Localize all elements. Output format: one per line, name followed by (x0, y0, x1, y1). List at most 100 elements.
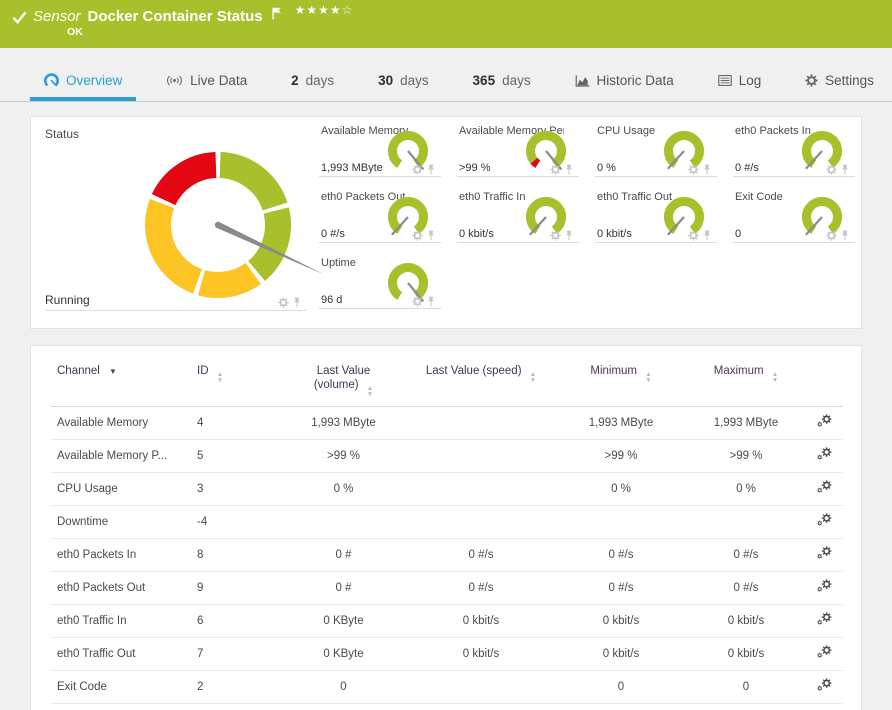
channel-settings-icon[interactable] (817, 513, 832, 528)
id-cell: 5 (197, 450, 204, 462)
gauge-cell-icons (412, 230, 435, 241)
column-header-minimum[interactable]: Minimum ▲ ▼ (590, 365, 652, 384)
channel-settings-icon[interactable] (817, 480, 832, 495)
pin-icon[interactable] (703, 230, 711, 241)
gauge-label: eth0 Traffic In (459, 191, 526, 203)
divider (457, 242, 579, 243)
tab-log[interactable]: Log (704, 62, 776, 101)
sort-both-icon: ▲ ▼ (771, 371, 779, 384)
maximum-cell: Running (686, 704, 806, 710)
pin-icon[interactable] (427, 164, 435, 175)
last-volume-cell: 0 KByte (323, 615, 364, 627)
gauge-label: Uptime (321, 257, 356, 269)
channel-cell: eth0 Traffic Out (57, 648, 136, 660)
minimum-cell: 0 kbit/s (602, 648, 640, 660)
channel-cell: Exit Code (57, 681, 107, 693)
last-speed-cell: 0 #/s (468, 549, 494, 561)
main-gauge-cell: Status Running (31, 117, 325, 315)
column-header-channel[interactable]: Channel ▼ (57, 365, 117, 377)
tab-label: days (400, 73, 429, 88)
tab-live-data[interactable]: Live Data (152, 62, 261, 101)
pin-icon[interactable] (565, 164, 573, 175)
gear-icon[interactable] (550, 164, 561, 175)
gear-icon[interactable] (688, 230, 699, 241)
pin-icon[interactable] (841, 230, 849, 241)
column-header-last-value-speed-[interactable]: Last Value (speed) ▲ ▼ (425, 365, 537, 384)
tab-historic-data[interactable]: Historic Data (561, 62, 688, 101)
channel-settings-icon[interactable] (817, 546, 832, 561)
divider (319, 242, 441, 243)
column-header-maximum[interactable]: Maximum ▲ ▼ (713, 365, 779, 384)
pin-icon[interactable] (841, 164, 849, 175)
gauge-icon (44, 73, 59, 88)
pin-icon[interactable] (427, 296, 435, 307)
gear-icon[interactable] (412, 230, 423, 241)
minimum-cell: 0 (617, 681, 625, 693)
tab-settings[interactable]: Settings (791, 62, 888, 101)
maximum-cell: 1,993 MByte (713, 417, 779, 429)
channel-settings-icon[interactable] (817, 645, 832, 660)
page-title: Docker Container Status (87, 8, 263, 25)
channel-settings-icon[interactable] (817, 678, 832, 693)
tab-2-days[interactable]: 2 days (277, 62, 348, 101)
settings-gear-icon (805, 74, 818, 87)
gauge-cell-icons (412, 164, 435, 175)
minimum-cell: 0 kbit/s (602, 615, 640, 627)
gauge-cell: eth0 Packets Out 0 #/s (309, 183, 447, 249)
sort-both-icon: ▲ ▼ (216, 371, 224, 384)
last-volume-cell: >99 % (327, 450, 360, 462)
last-speed-cell (406, 440, 556, 473)
channel-settings-icon[interactable] (817, 579, 832, 594)
tab-bar: Overview Live Data 2 days 30 days 365 days Histo… (0, 62, 892, 102)
gauge-cell: CPU Usage 0 % (585, 117, 723, 183)
gauge-cell-icons (412, 296, 435, 307)
table-row: eth0 Packets Out 9 0 # 0 #/s 0 #/s 0 #/s (51, 572, 843, 605)
tab-label: Historic Data (596, 73, 674, 88)
gauge-cell: Uptime 96 d (309, 249, 447, 315)
gear-icon[interactable] (412, 296, 423, 307)
gear-icon[interactable] (688, 164, 699, 175)
tab-365-days[interactable]: 365 days (459, 62, 545, 101)
column-header-last-value-volume-[interactable]: Last Value (volume) ▲ ▼ (313, 365, 374, 398)
maximum-cell: 0 #/s (733, 582, 759, 594)
minimum-cell: 0 #/s (608, 582, 634, 594)
pin-icon[interactable] (427, 230, 435, 241)
gear-icon[interactable] (826, 164, 837, 175)
gear-icon[interactable] (826, 230, 837, 241)
mini-gauge (664, 197, 704, 236)
gear-icon[interactable] (412, 164, 423, 175)
flag-icon[interactable] (271, 7, 282, 20)
tab-overview[interactable]: Overview (30, 62, 137, 101)
sort-both-icon: ▲ ▼ (529, 371, 537, 384)
gauge-value: 0 #/s (735, 162, 759, 174)
pin-icon[interactable] (703, 164, 711, 175)
gauge-label: eth0 Packets Out (321, 191, 406, 203)
pin-icon[interactable] (293, 297, 301, 308)
chart-icon (575, 74, 590, 87)
mini-gauge (526, 197, 566, 236)
table-row: eth0 Traffic In 6 0 KByte 0 kbit/s 0 kbit/s 0… (51, 605, 843, 638)
last-volume-cell (281, 506, 406, 539)
gauge-value: 96 d (321, 294, 343, 306)
minimum-cell: 0 #/s (608, 549, 634, 561)
channel-cell: Status (51, 704, 191, 710)
last-speed-cell: 0 #/s (468, 582, 494, 594)
channel-settings-icon[interactable] (817, 447, 832, 462)
gauge-cell-icons (550, 164, 573, 175)
gear-icon[interactable] (278, 297, 289, 308)
priority-stars[interactable]: ★★★★☆ (294, 2, 354, 17)
ok-check-icon (12, 11, 27, 29)
pin-icon[interactable] (565, 230, 573, 241)
divider (733, 242, 855, 243)
maximum-cell: 0 % (736, 483, 756, 495)
column-header-id[interactable]: ID ▲ ▼ (197, 365, 224, 384)
divider (733, 176, 855, 177)
mini-gauge (802, 131, 842, 170)
channel-settings-icon[interactable] (817, 414, 832, 429)
tab-number: 30 (378, 73, 394, 88)
channel-settings-icon[interactable] (817, 612, 832, 627)
gauge-cell-icons (826, 230, 849, 241)
tab-30-days[interactable]: 30 days (364, 62, 443, 101)
mini-gauge (664, 131, 704, 170)
gear-icon[interactable] (550, 230, 561, 241)
